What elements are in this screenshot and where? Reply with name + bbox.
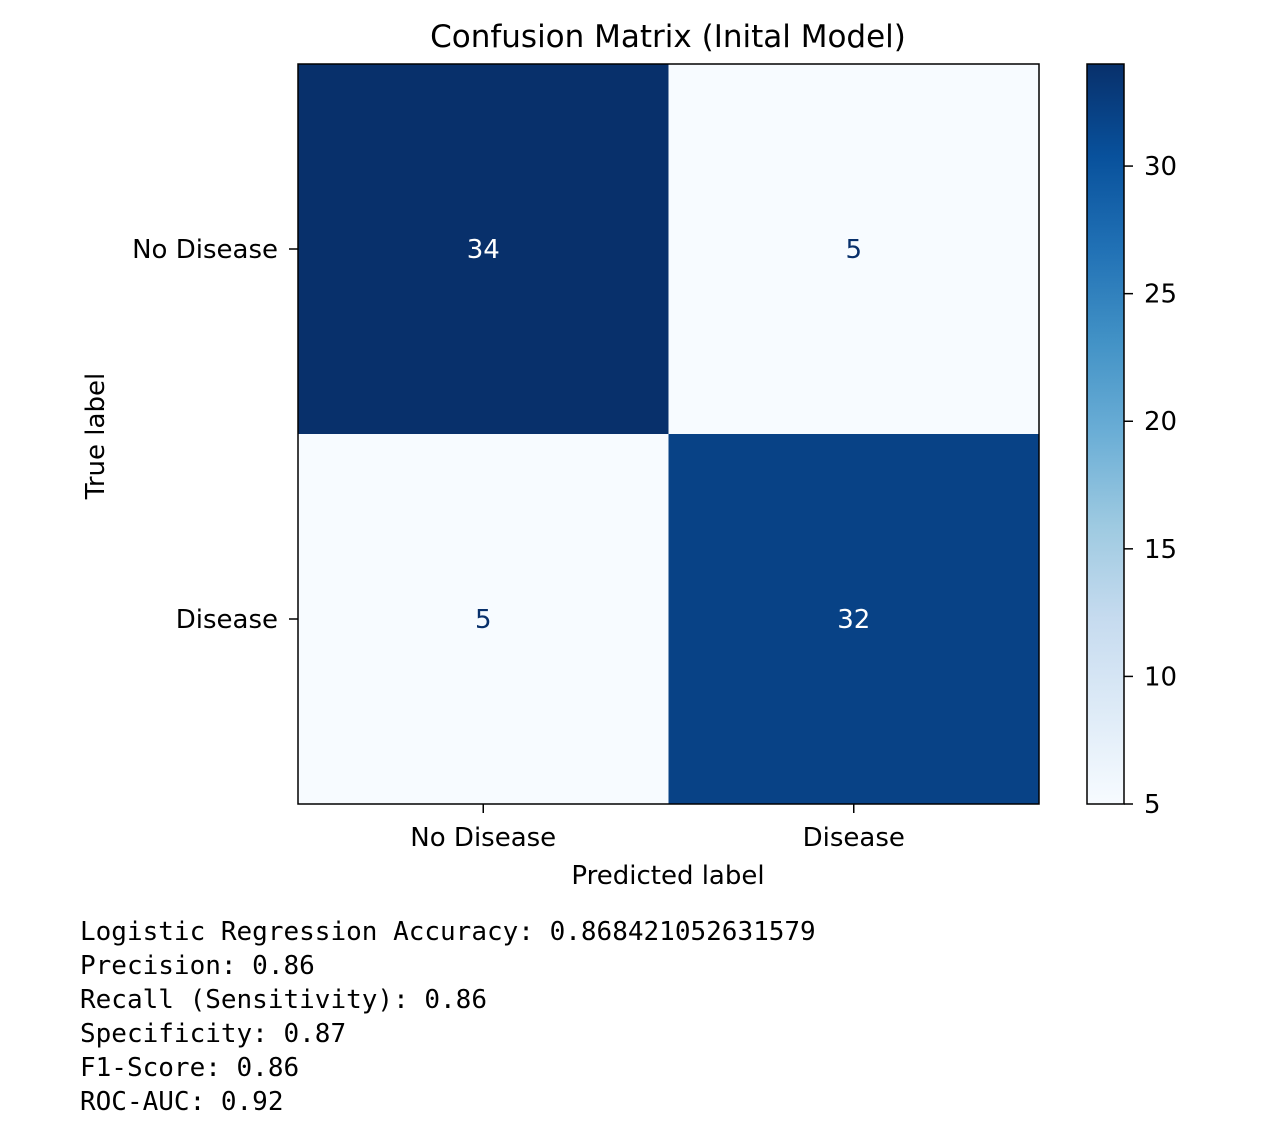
- recall-line: Recall (Sensitivity): 0.86: [80, 985, 487, 1015]
- metrics-output: Logistic Regression Accuracy: 0.86842105…: [80, 915, 816, 1119]
- y-axis-label: True label: [81, 373, 111, 500]
- x-axis-label: Predicted label: [571, 861, 764, 891]
- colorbar-ticks: 5 10 15 20 25 30: [1124, 152, 1177, 820]
- matrix-frame: [297, 63, 1040, 805]
- colorbar-tick-label: 15: [1144, 535, 1177, 565]
- matrix-cell-labels: 34 5 5 32: [467, 235, 871, 635]
- matrix-cell-value: 34: [467, 235, 500, 265]
- accuracy-line: Logistic Regression Accuracy: 0.86842105…: [80, 917, 816, 947]
- matrix-cell-value: 5: [475, 605, 492, 635]
- colorbar-tick-label: 25: [1144, 280, 1177, 310]
- x-tick-label: Disease: [803, 823, 905, 853]
- matrix-cell-value: 32: [837, 605, 870, 635]
- matrix-cell: [298, 64, 669, 434]
- x-axis-ticks: No Disease Disease: [410, 804, 905, 853]
- y-axis-ticks: No Disease Disease: [132, 235, 298, 635]
- colorbar-tick-label: 5: [1144, 790, 1161, 820]
- x-tick-label: No Disease: [410, 823, 556, 853]
- confusion-matrix-chart: Confusion Matrix (Inital Model) 34 5 5 32 N…: [81, 19, 1177, 891]
- matrix-cell: [298, 434, 669, 804]
- matrix-cells: [298, 64, 1039, 804]
- colorbar-tick-label: 30: [1144, 152, 1177, 182]
- matrix-cell: [668, 64, 1039, 434]
- f1-score-line: F1-Score: 0.86: [80, 1053, 300, 1083]
- colorbar-tick-label: 20: [1144, 407, 1177, 437]
- precision-line: Precision: 0.86: [80, 951, 315, 981]
- colorbar-tick-label: 10: [1144, 662, 1177, 692]
- matrix-cell: [668, 434, 1039, 804]
- roc-auc-line: ROC-AUC: 0.92: [80, 1087, 284, 1117]
- colorbar: [1086, 63, 1125, 805]
- y-tick-label: No Disease: [132, 235, 278, 265]
- chart-title: Confusion Matrix (Inital Model): [430, 19, 906, 55]
- specificity-line: Specificity: 0.87: [80, 1019, 347, 1049]
- y-tick-label: Disease: [176, 605, 278, 635]
- matrix-cell-value: 5: [845, 235, 862, 265]
